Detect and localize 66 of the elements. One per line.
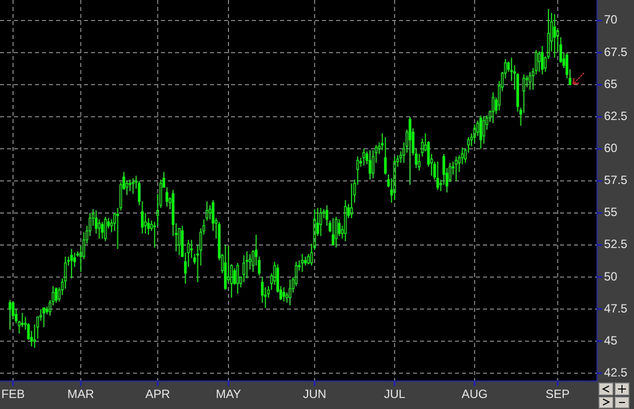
candlestick [208, 204, 212, 220]
candlestick [128, 179, 132, 192]
candlestick [332, 218, 334, 246]
candlestick [482, 116, 486, 144]
candlestick [246, 250, 248, 279]
candlestick [288, 279, 292, 306]
candlestick [70, 248, 73, 279]
candlestick [368, 150, 372, 180]
x-tick-label: SEP [546, 387, 570, 401]
candlestick [126, 180, 128, 196]
candlestick [344, 200, 347, 242]
y-tick-label: 62.5 [604, 108, 628, 123]
x-tick-label: FEB [1, 387, 25, 401]
candlestick [42, 307, 46, 328]
y-tick-label: 60 [604, 140, 618, 155]
candlestick [190, 239, 193, 258]
candlestick [334, 216, 338, 248]
y-tick-label: 52.5 [604, 237, 628, 252]
candlestick [236, 262, 239, 294]
y-tick-label: 47.5 [604, 301, 628, 316]
candlestick [301, 254, 304, 272]
candlestick [522, 74, 526, 114]
candlestick [21, 312, 24, 328]
candlestick [408, 116, 412, 186]
y-tick-label: 57.5 [604, 173, 628, 188]
y-tick-label: 67.5 [604, 44, 628, 59]
candlestick [319, 207, 322, 237]
x-tick-label: APR [145, 387, 170, 401]
candlestick [473, 124, 476, 143]
candlestick [436, 161, 439, 190]
x-tick-label: JUN [302, 387, 326, 401]
y-tick-label: 70 [604, 12, 618, 27]
candlestick [384, 136, 387, 175]
candlestick [350, 182, 353, 219]
candlestick [282, 286, 286, 302]
candlestick [46, 306, 48, 315]
candlestick [132, 178, 134, 194]
candlestick [479, 114, 482, 150]
y-tick-label: 65 [604, 76, 618, 91]
candlestick [98, 218, 101, 240]
x-tick-label: JUL [384, 387, 406, 401]
candlestick [418, 153, 421, 172]
candlestick [454, 156, 458, 182]
x-tick-label: AUG [462, 387, 488, 401]
candlestick [362, 148, 366, 166]
candlestick [393, 156, 396, 201]
candlestick [553, 14, 556, 58]
candlestick [224, 244, 227, 290]
y-tick-label: 55 [604, 205, 618, 220]
candlestick [242, 254, 246, 283]
x-tick-label: MAY [216, 387, 242, 401]
y-tick-label: 50 [604, 269, 618, 284]
candlestick [8, 300, 12, 330]
candlestick [492, 92, 494, 124]
y-tick-label: 45 [604, 333, 618, 348]
candlestick [144, 212, 147, 234]
y-tick-label: 42.5 [604, 365, 628, 380]
candlestick [541, 46, 544, 75]
candlestick [166, 186, 168, 208]
candlestick [538, 50, 541, 72]
x-tick-label: MAR [67, 387, 94, 401]
candlestick [528, 71, 532, 90]
candlestick [116, 207, 119, 250]
candlestick [206, 200, 208, 222]
candlestick [526, 75, 528, 88]
candlestick [233, 268, 236, 286]
